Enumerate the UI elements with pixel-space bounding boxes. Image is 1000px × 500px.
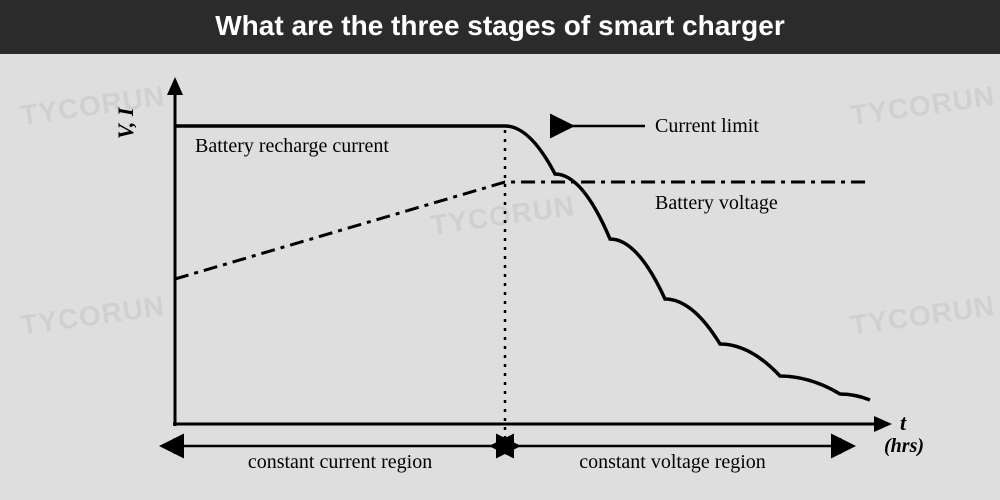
x-axis-label-sub: (hrs) xyxy=(884,435,924,457)
voltage-curve-label: Battery voltage xyxy=(655,192,778,214)
current-limit-label: Current limit xyxy=(655,115,759,137)
page-title: What are the three stages of smart charg… xyxy=(0,0,1000,54)
y-axis-arrowhead xyxy=(167,77,183,95)
chart-container: V, I t (hrs) Battery recharge current Ba… xyxy=(0,54,1000,500)
axes xyxy=(167,77,892,432)
chart-svg: V, I t (hrs) Battery recharge current Ba… xyxy=(0,54,1000,500)
current-curve-label: Battery recharge current xyxy=(195,135,389,157)
region-right-label: constant voltage region xyxy=(579,451,766,473)
current-curve xyxy=(175,126,870,400)
x-axis-label: t xyxy=(900,410,907,435)
y-axis-label: V, I xyxy=(113,106,138,139)
region-left-label: constant current region xyxy=(248,451,432,473)
x-axis-arrowhead xyxy=(874,416,892,432)
